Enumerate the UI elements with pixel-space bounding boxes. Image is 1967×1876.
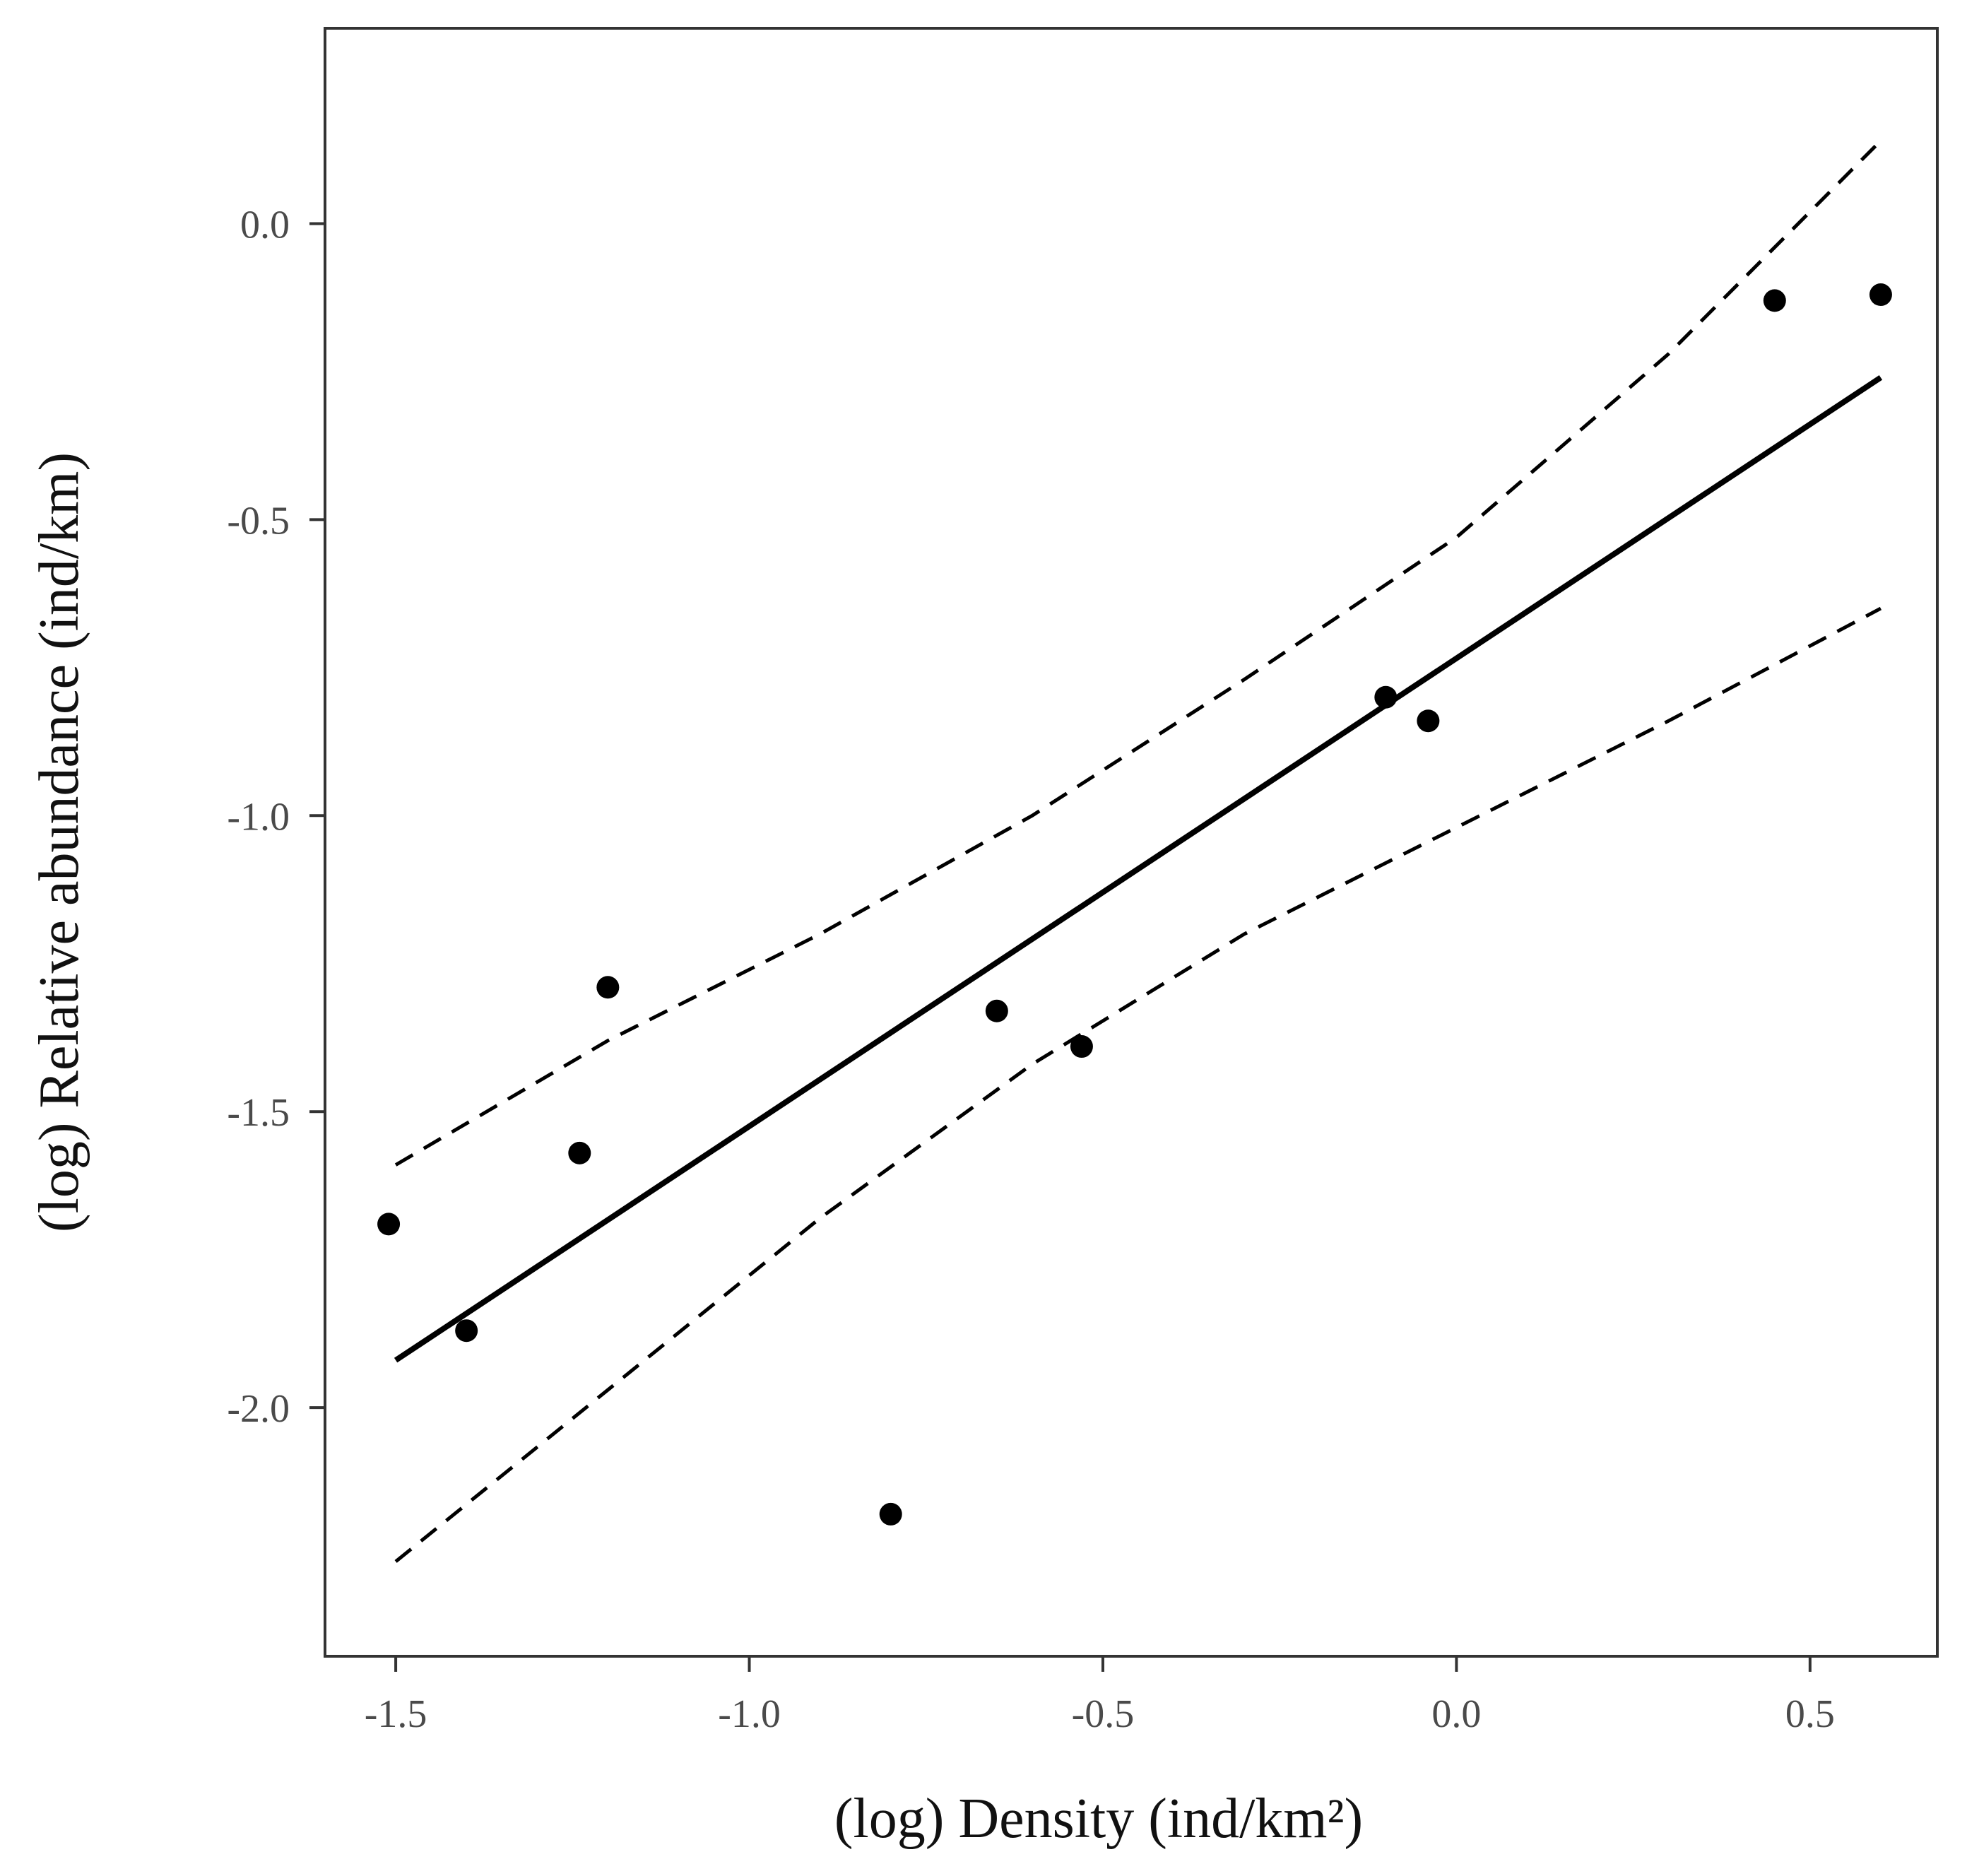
y-axis-label: (log) Relative abundance (ind/km) — [28, 452, 90, 1232]
x-tick-label: -1.5 — [365, 1692, 427, 1736]
data-point — [568, 1141, 591, 1164]
y-tick-label: -1.0 — [227, 795, 290, 839]
data-point — [1869, 283, 1892, 307]
x-axis-ticks: -1.5 -1.0 -0.5 0.0 0.5 — [365, 1656, 1835, 1736]
data-point — [1374, 685, 1398, 709]
y-tick-label: -2.0 — [227, 1387, 290, 1431]
x-tick-label: -1.0 — [718, 1692, 781, 1736]
data-point — [1763, 289, 1786, 312]
fit-line — [394, 374, 1883, 1363]
ci-upper-line — [394, 139, 1882, 1167]
y-axis-ticks: 0.0 -0.5 -1.0 -1.5 -2.0 — [227, 203, 325, 1431]
data-point — [377, 1213, 401, 1236]
x-tick-label: 0.5 — [1785, 1692, 1835, 1736]
data-point — [1417, 709, 1440, 733]
x-tick-label: 0.0 — [1431, 1692, 1481, 1736]
data-point — [596, 976, 620, 999]
confidence-band — [394, 139, 1882, 1563]
y-tick-label: 0.0 — [240, 203, 290, 247]
ci-lower-line — [394, 606, 1882, 1563]
y-tick-label: -0.5 — [227, 499, 290, 543]
data-point — [985, 999, 1008, 1022]
plot-frame — [324, 27, 1939, 1658]
x-axis-label: (log) Density (ind/km²) — [834, 1788, 1363, 1850]
data-point — [879, 1502, 902, 1526]
y-tick-label: -1.5 — [227, 1091, 290, 1135]
data-point — [1070, 1035, 1093, 1058]
regression-line — [394, 374, 1883, 1363]
data-points — [377, 283, 1892, 1526]
data-point — [455, 1319, 478, 1343]
x-tick-label: -0.5 — [1072, 1692, 1135, 1736]
